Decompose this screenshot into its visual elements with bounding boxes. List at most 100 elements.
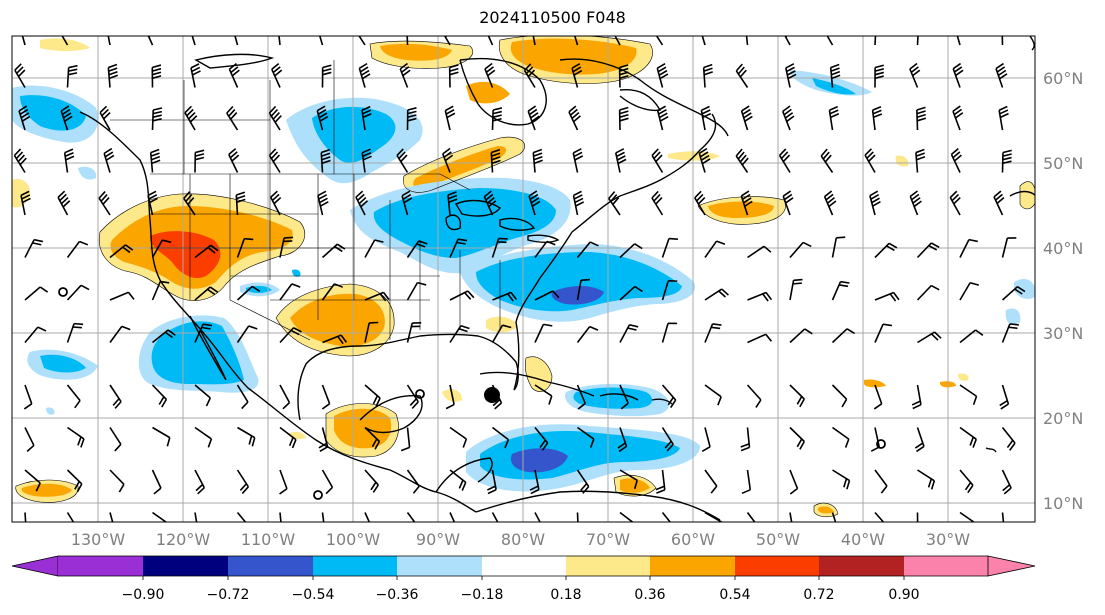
wind-barb-feather (574, 28, 582, 33)
wind-barb-feather (26, 444, 35, 452)
wind-barb (279, 283, 293, 301)
wind-barb-feather (17, 154, 25, 163)
wind-barb-feather (955, 69, 964, 77)
wind-barb-feather (533, 152, 543, 157)
wind-barb-feather (355, 190, 364, 198)
wind-barb-feather (745, 22, 753, 25)
wind-barb-feather (781, 21, 788, 27)
wind-barb-feather (271, 62, 280, 70)
wind-barb-feather (485, 66, 494, 73)
wind-barb (956, 36, 961, 46)
wind-barb-feather (880, 485, 888, 494)
wind-barb-feather (892, 292, 900, 301)
wind-barb-feather (868, 154, 876, 162)
wind-barb-feather (997, 69, 1007, 77)
wind-barb-feather (184, 105, 192, 114)
wind-barb (704, 240, 718, 258)
wind-barb-feather (464, 292, 472, 300)
wind-barb-feather (702, 112, 712, 119)
wind-barb-feather (19, 108, 29, 116)
wind-barb-feather (666, 443, 674, 452)
wind-barb-feather (1002, 156, 1012, 161)
wind-barb-feather (61, 28, 67, 34)
wind-barb-feather (930, 480, 936, 490)
wind-barb-feather (407, 26, 416, 29)
wind-barb-feather (158, 396, 165, 405)
wind-barb-feather (620, 402, 629, 410)
wind-barb-feather (573, 194, 583, 200)
wind-barb-feather (317, 108, 327, 115)
wind-barb-feather (107, 25, 115, 29)
wind-barb-feather (739, 154, 747, 163)
wind-barb-feather (407, 22, 416, 25)
lon-label: 110°W (241, 530, 296, 549)
wind-barb-feather (106, 21, 114, 25)
wind-barb-feather (1003, 487, 1012, 495)
wind-barb-feather (274, 115, 282, 123)
wind-barb-feather (739, 69, 747, 78)
wind-barb (151, 281, 162, 301)
wind-barb-feather (568, 105, 577, 113)
wind-barb-feather (35, 482, 41, 492)
wind-barb (321, 384, 331, 404)
wind-barb-feather (232, 21, 240, 26)
wind-barb-feather (448, 198, 458, 204)
wind-barb-feather (486, 197, 495, 204)
wind-barb-feather (359, 66, 369, 73)
wind-barb (874, 36, 877, 46)
wind-barb-feather (824, 154, 832, 163)
wind-barb-feather (872, 106, 882, 111)
wind-barb-feather (207, 438, 213, 448)
wind-barb-feather (548, 395, 553, 405)
wind-barb-feather (241, 486, 249, 495)
wind-barb-feather (321, 152, 331, 157)
lon-label: 130°W (71, 530, 126, 549)
wind-barb-feather (882, 323, 893, 327)
wind-barb (487, 36, 494, 46)
wind-barb (358, 36, 366, 46)
wind-barb (24, 286, 41, 301)
wind-barb (704, 384, 722, 398)
wind-barb-feather (494, 527, 501, 533)
wind-barb-feather (1009, 442, 1016, 451)
wind-barb-feather (912, 403, 922, 410)
wind-barb-feather (533, 159, 543, 165)
wind-barb (151, 469, 162, 489)
wind-barb-feather (698, 147, 708, 155)
wind-barb-feather (22, 36, 25, 37)
wind-barb-feather (658, 109, 667, 115)
wind-barb-feather (272, 112, 280, 120)
wind-barb-feather (236, 191, 246, 196)
wind-barb-feather (616, 155, 626, 161)
lon-label: 30°W (926, 530, 970, 549)
wind-barb (279, 512, 282, 522)
wind-barb-feather (21, 25, 29, 30)
wind-barb-feather (740, 443, 750, 448)
wind-barb-feather (823, 21, 829, 27)
wind-barb-feather (229, 151, 238, 159)
wind-barb-feather (918, 30, 927, 32)
wind-barb-feather (358, 62, 368, 69)
colorbar-segment (650, 556, 735, 576)
wind-barb-feather (149, 197, 158, 204)
wind-barb (318, 36, 324, 46)
wind-barb-feather (103, 111, 111, 120)
wind-barb (959, 282, 971, 301)
wind-barb-feather (972, 521, 974, 522)
colorbar-tick-label: −0.18 (461, 587, 504, 603)
wind-barb-feather (146, 24, 153, 30)
wind-barb-feather (319, 446, 329, 453)
wind-barb-feather (572, 148, 582, 154)
wind-barb-feather (317, 21, 325, 26)
wind-barb (704, 511, 723, 522)
wind-barb-feather (202, 323, 213, 327)
wind-barb (236, 238, 246, 258)
wind-barb-feather (571, 111, 580, 120)
wind-barb-feather (362, 113, 372, 119)
wind-barb-feather (77, 436, 82, 446)
wind-barb-feather (918, 27, 927, 29)
wind-barb-feather (356, 25, 362, 32)
wind-barb-feather (461, 482, 467, 491)
wind-barb-feather (23, 403, 33, 410)
wind-barb-feather (828, 200, 837, 208)
